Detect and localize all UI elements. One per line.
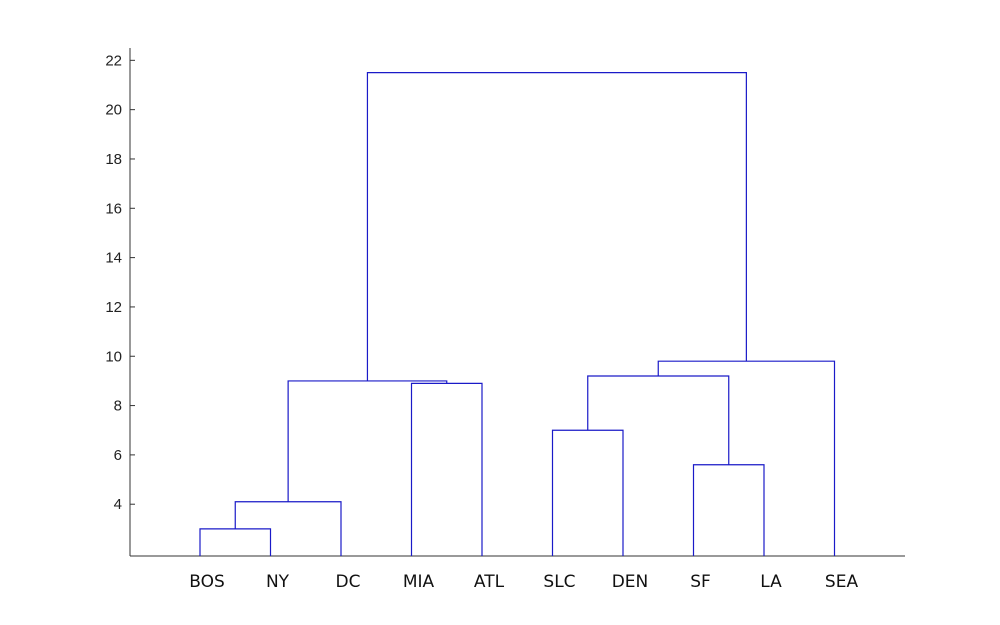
dendrogram-link xyxy=(234,501,342,556)
leaf-label: MIA xyxy=(403,572,435,592)
y-tick-label: 6 xyxy=(114,447,122,464)
leaf-label: SEA xyxy=(825,572,859,592)
leaf-label: SLC xyxy=(543,572,575,592)
y-tick-label: 12 xyxy=(105,299,122,316)
dendrogram-link xyxy=(692,464,765,556)
leaf-label: SF xyxy=(690,572,711,592)
dendrogram-link xyxy=(551,429,624,556)
leaf-label: LA xyxy=(760,572,782,592)
leaf-label: BOS xyxy=(189,572,225,592)
y-tick-label: 20 xyxy=(105,102,122,119)
y-tick-label: 10 xyxy=(105,348,122,365)
leaf-label: DEN xyxy=(612,572,649,592)
y-tick-label: 16 xyxy=(105,200,122,217)
dendrogram-link xyxy=(199,528,272,556)
leaf-label: ATL xyxy=(474,572,505,592)
leaf-label: DC xyxy=(336,572,361,592)
dendrogram-link xyxy=(657,360,836,556)
dendrogram-links xyxy=(199,72,836,556)
leaf-labels: BOS NY DC MIA ATL SLC DEN SF LA SEA xyxy=(189,572,858,592)
y-tick-label: 22 xyxy=(105,52,122,69)
leaf-label: NY xyxy=(266,572,290,592)
dendrogram-link xyxy=(287,380,448,502)
y-tick-label: 8 xyxy=(114,398,122,415)
dendrogram-link xyxy=(587,375,730,465)
y-ticks: 4 6 8 10 12 14 16 18 20 22 xyxy=(105,52,135,513)
y-tick-label: 4 xyxy=(114,496,122,513)
dendrogram-link xyxy=(410,382,483,556)
y-tick-label: 18 xyxy=(105,151,122,168)
axes xyxy=(129,48,905,557)
y-tick-label: 14 xyxy=(105,250,122,267)
dendrogram-link xyxy=(366,72,747,381)
